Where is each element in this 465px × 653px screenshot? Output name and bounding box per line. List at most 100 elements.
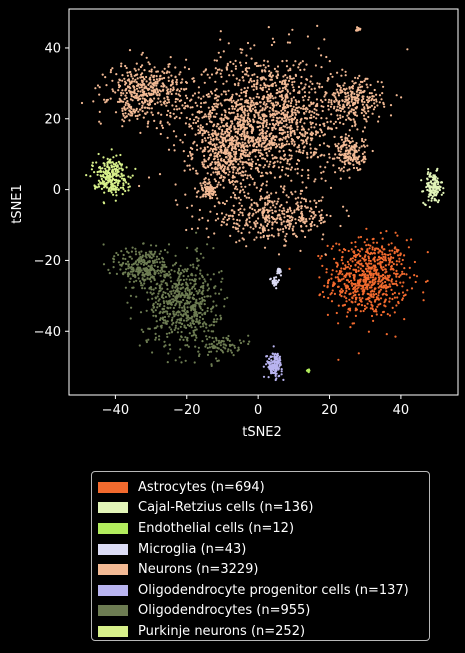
data-point xyxy=(139,73,143,76)
data-point xyxy=(252,143,255,146)
data-point xyxy=(134,94,137,97)
data-point xyxy=(254,225,257,228)
data-point xyxy=(203,166,206,169)
data-point xyxy=(209,197,212,200)
data-point xyxy=(336,144,339,148)
data-point xyxy=(400,96,403,99)
data-point xyxy=(356,254,359,257)
data-point xyxy=(186,323,189,327)
data-point xyxy=(317,47,320,50)
data-point xyxy=(300,75,303,79)
data-point xyxy=(272,345,275,348)
data-point xyxy=(171,80,174,83)
data-point xyxy=(258,125,262,128)
data-point xyxy=(356,128,359,131)
data-point xyxy=(279,228,282,231)
data-point xyxy=(156,265,159,268)
data-point xyxy=(355,166,358,170)
data-point xyxy=(192,320,195,323)
data-point xyxy=(244,185,247,188)
data-point xyxy=(146,125,149,128)
data-point xyxy=(130,306,133,309)
data-point xyxy=(202,287,205,290)
data-point xyxy=(180,111,183,115)
data-point xyxy=(216,343,219,346)
data-point xyxy=(311,211,314,214)
data-point xyxy=(342,166,346,169)
data-point xyxy=(391,261,394,264)
data-point xyxy=(338,84,341,88)
data-point xyxy=(277,267,280,270)
data-point xyxy=(167,243,171,246)
data-point xyxy=(179,325,182,328)
data-point xyxy=(335,242,338,245)
data-point xyxy=(283,188,286,191)
data-point xyxy=(117,253,120,256)
data-point xyxy=(264,107,267,110)
data-point xyxy=(349,162,352,165)
data-point xyxy=(195,231,198,234)
data-point xyxy=(200,274,204,277)
data-point xyxy=(265,214,268,217)
data-point xyxy=(339,91,342,94)
data-point xyxy=(268,70,271,73)
data-point xyxy=(168,326,171,329)
data-point xyxy=(333,257,336,260)
data-point xyxy=(389,259,392,262)
data-point xyxy=(288,163,291,166)
data-point xyxy=(221,277,224,280)
data-point xyxy=(291,142,294,145)
data-point xyxy=(161,287,164,290)
data-point xyxy=(350,248,353,251)
data-point xyxy=(258,163,261,167)
data-point xyxy=(182,313,185,316)
data-point xyxy=(340,270,343,273)
data-point xyxy=(299,120,302,124)
data-point xyxy=(235,222,238,225)
data-point xyxy=(310,101,313,104)
data-point xyxy=(263,164,267,167)
data-point xyxy=(157,292,160,295)
data-point xyxy=(388,297,391,300)
data-point xyxy=(371,248,374,251)
data-point xyxy=(292,105,295,108)
data-point xyxy=(192,293,195,297)
data-point xyxy=(354,258,357,261)
data-point xyxy=(366,288,369,291)
data-point xyxy=(259,154,262,158)
data-point xyxy=(281,118,284,121)
data-point xyxy=(326,313,329,316)
data-point xyxy=(197,91,200,94)
data-point xyxy=(316,225,319,228)
data-point xyxy=(171,286,174,289)
data-point xyxy=(236,132,239,135)
data-point xyxy=(353,144,356,147)
data-point xyxy=(368,270,371,274)
data-point xyxy=(191,113,194,116)
data-point xyxy=(329,105,332,108)
data-point xyxy=(349,147,352,150)
data-point xyxy=(336,114,339,117)
data-point xyxy=(135,92,138,96)
data-point xyxy=(270,78,273,81)
data-point xyxy=(246,174,249,177)
data-point xyxy=(307,174,310,177)
data-point xyxy=(343,100,346,103)
data-point xyxy=(396,284,399,287)
data-point xyxy=(302,217,305,220)
data-point xyxy=(271,128,274,132)
data-point xyxy=(330,300,334,303)
data-point xyxy=(254,111,257,114)
data-point xyxy=(314,130,318,133)
data-point xyxy=(300,82,303,85)
data-point xyxy=(216,71,219,74)
data-point xyxy=(279,274,282,277)
data-point xyxy=(147,176,151,179)
data-point xyxy=(324,166,327,169)
data-point xyxy=(294,168,297,171)
data-point xyxy=(263,82,266,85)
data-point xyxy=(415,275,419,278)
data-point xyxy=(156,101,159,104)
data-point xyxy=(349,264,352,268)
data-point xyxy=(221,220,224,223)
